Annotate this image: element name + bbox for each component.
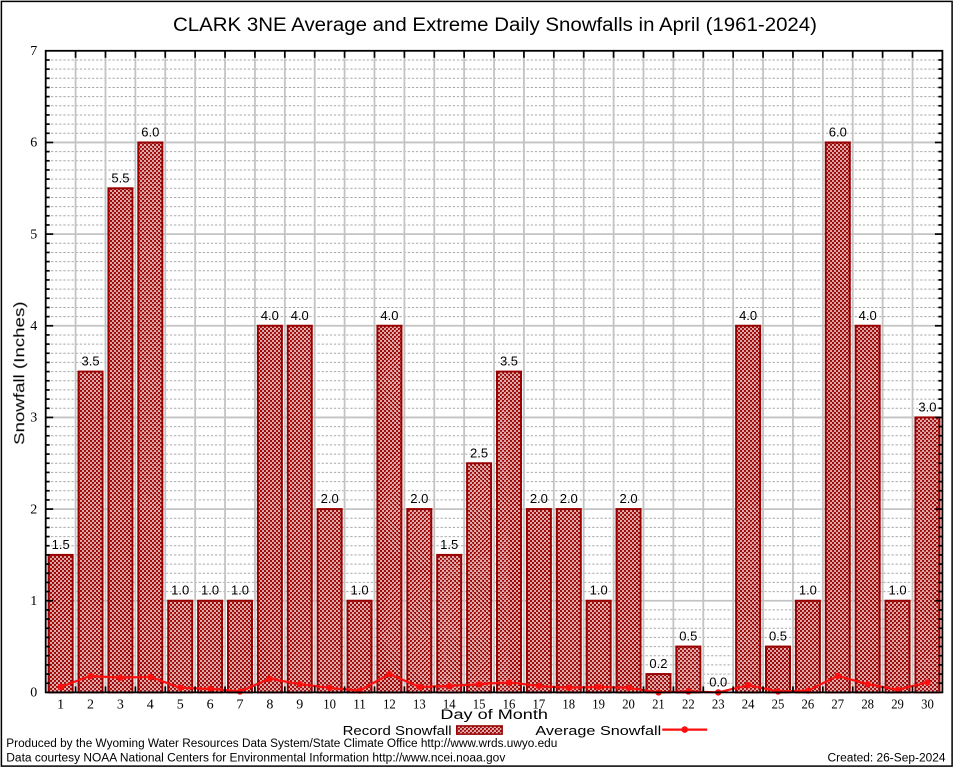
svg-text:1.5: 1.5 [440,537,458,552]
svg-text:2: 2 [87,698,94,713]
svg-text:0.5: 0.5 [679,629,697,644]
svg-text:4.0: 4.0 [380,308,398,323]
svg-text:21: 21 [652,698,665,713]
svg-text:CLARK 3NE Average and Extreme: CLARK 3NE Average and Extreme Daily Snow… [173,15,817,36]
svg-text:18: 18 [562,698,575,713]
svg-text:Day of Month: Day of Month [440,707,548,722]
svg-text:19: 19 [592,698,605,713]
svg-text:1.0: 1.0 [171,583,189,598]
svg-text:4: 4 [30,319,37,334]
svg-text:1.0: 1.0 [889,583,907,598]
svg-text:11: 11 [353,698,366,713]
svg-text:Produced by the Wyoming Water: Produced by the Wyoming Water Resources … [6,738,557,750]
svg-text:2.0: 2.0 [321,491,339,506]
svg-text:5.5: 5.5 [111,170,129,185]
svg-text:3.0: 3.0 [918,399,936,414]
svg-text:25: 25 [772,698,785,713]
svg-text:10: 10 [323,698,336,713]
svg-text:6.0: 6.0 [141,124,159,139]
svg-text:1.0: 1.0 [590,583,608,598]
svg-text:0.0: 0.0 [709,674,727,689]
svg-text:4.0: 4.0 [739,308,757,323]
svg-text:1.0: 1.0 [351,583,369,598]
svg-text:13: 13 [413,698,426,713]
svg-text:4.0: 4.0 [859,308,877,323]
svg-text:3: 3 [117,698,124,713]
svg-text:9: 9 [296,698,303,713]
svg-text:4: 4 [147,698,154,713]
svg-text:1: 1 [30,594,37,609]
svg-text:7: 7 [236,698,243,713]
svg-text:27: 27 [831,698,844,713]
svg-text:2.0: 2.0 [530,491,548,506]
svg-text:2: 2 [30,502,37,517]
svg-text:1.0: 1.0 [231,583,249,598]
svg-text:1.5: 1.5 [52,537,70,552]
svg-text:8: 8 [266,698,273,713]
svg-text:2.0: 2.0 [560,491,578,506]
svg-text:5: 5 [177,698,184,713]
svg-text:15: 15 [473,698,486,713]
svg-text:0.2: 0.2 [649,656,667,671]
svg-text:1.0: 1.0 [201,583,219,598]
svg-text:1: 1 [57,698,64,713]
svg-text:4.0: 4.0 [291,308,309,323]
svg-text:3.5: 3.5 [500,354,518,369]
svg-text:30: 30 [921,698,934,713]
svg-text:2.0: 2.0 [410,491,428,506]
svg-text:14: 14 [443,698,456,713]
svg-text:Data courtesy NOAA National Ce: Data courtesy NOAA National Centers for … [6,753,505,765]
svg-text:6.0: 6.0 [829,124,847,139]
svg-text:2.5: 2.5 [470,445,488,460]
svg-text:Record Snowfall: Record Snowfall [343,723,452,738]
svg-text:Average Snowfall: Average Snowfall [535,723,661,738]
svg-text:0: 0 [30,686,37,701]
svg-text:12: 12 [383,698,396,713]
svg-text:24: 24 [742,698,755,713]
svg-text:16: 16 [503,698,516,713]
svg-text:17: 17 [533,698,546,713]
svg-text:22: 22 [682,698,695,713]
svg-text:5: 5 [30,227,37,242]
svg-text:20: 20 [622,698,635,713]
svg-text:3.5: 3.5 [81,354,99,369]
svg-text:29: 29 [891,698,904,713]
svg-text:4.0: 4.0 [261,308,279,323]
svg-text:6: 6 [30,136,37,151]
svg-text:26: 26 [802,698,815,713]
svg-text:1.0: 1.0 [799,583,817,598]
svg-text:Snowfall (Inches): Snowfall (Inches) [11,301,28,445]
svg-text:2.0: 2.0 [620,491,638,506]
svg-text:Created: 26-Sep-2024: Created: 26-Sep-2024 [828,753,947,765]
svg-text:3: 3 [30,411,37,426]
svg-text:23: 23 [712,698,725,713]
svg-text:6: 6 [207,698,214,713]
svg-text:0.5: 0.5 [769,629,787,644]
svg-text:28: 28 [861,698,874,713]
svg-text:7: 7 [30,44,37,59]
